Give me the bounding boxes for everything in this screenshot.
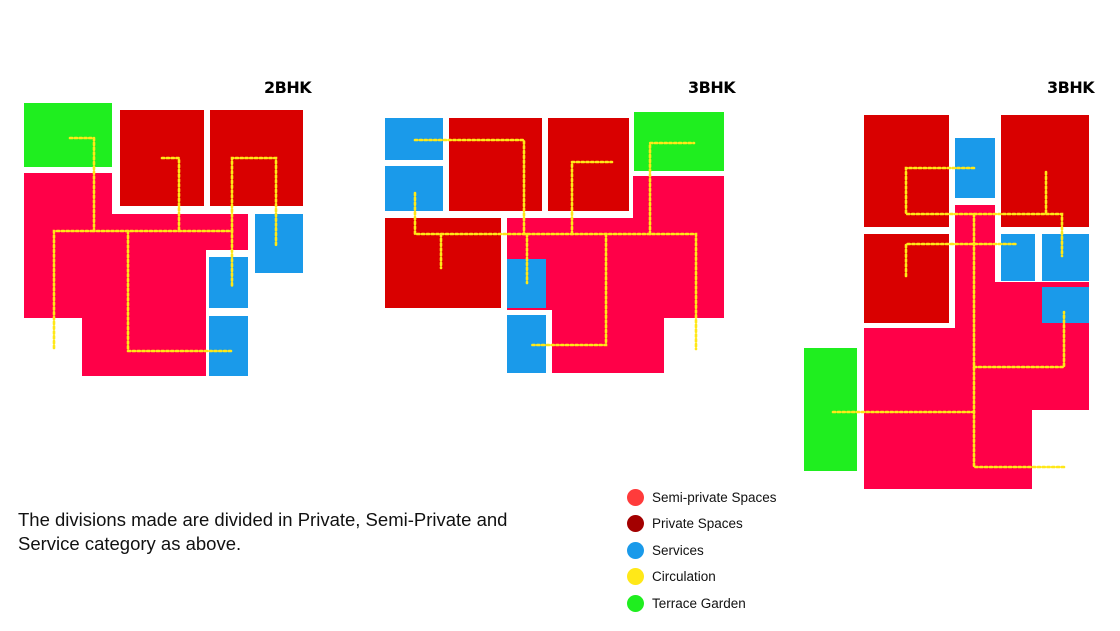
plan-3bhk-b <box>804 115 1089 489</box>
circulation-path <box>972 212 1066 469</box>
legend: Semi-private Spaces Private Spaces Servi… <box>627 484 777 617</box>
private-room <box>449 118 542 211</box>
semi-private-space <box>864 205 1089 489</box>
service-room <box>255 214 303 273</box>
plan-title-3bhk-a: 3BHK <box>688 78 736 97</box>
legend-swatch <box>627 594 644 612</box>
service-room <box>1001 234 1035 281</box>
terrace-garden <box>634 112 724 171</box>
legend-swatch <box>627 568 644 586</box>
legend-item-services: Services <box>627 537 777 564</box>
circulation-path <box>160 156 181 233</box>
circulation-path <box>126 229 234 353</box>
circulation-path <box>570 160 614 236</box>
semi-private-space <box>507 176 724 373</box>
circulation-path <box>972 310 1066 369</box>
circulation-path <box>230 156 278 248</box>
legend-swatch <box>627 488 644 506</box>
legend-label: Semi-private Spaces <box>652 489 777 505</box>
legend-item-semi-private: Semi-private Spaces <box>627 484 777 511</box>
plan-title-3bhk-b: 3BHK <box>1047 78 1095 97</box>
service-room <box>1042 287 1089 323</box>
circulation-path <box>52 229 96 350</box>
caption-text: The divisions made are divided in Privat… <box>18 509 508 554</box>
circulation-path <box>413 191 698 351</box>
legend-swatch <box>627 515 644 533</box>
circulation-path <box>904 166 1064 258</box>
terrace-garden <box>804 348 857 471</box>
legend-label: Services <box>652 542 704 558</box>
service-room <box>1042 234 1089 281</box>
service-room <box>385 118 443 160</box>
plan-title-2bhk: 2BHK <box>264 78 312 97</box>
private-room <box>548 118 629 211</box>
legend-swatch <box>627 541 644 559</box>
legend-item-circulation: Circulation <box>627 564 777 591</box>
legend-item-private: Private Spaces <box>627 511 777 538</box>
plan-2bhk <box>24 103 303 376</box>
private-room <box>385 218 501 308</box>
legend-label: Terrace Garden <box>652 595 746 611</box>
legend-item-terrace: Terrace Garden <box>627 590 777 617</box>
circulation-path <box>904 242 1018 278</box>
legend-label: Private Spaces <box>652 516 743 532</box>
service-room <box>209 257 248 308</box>
legend-label: Circulation <box>652 569 716 585</box>
terrace-garden <box>24 103 112 167</box>
plan-3bhk-a <box>385 112 724 373</box>
circulation-path <box>648 141 696 236</box>
semi-private-space <box>24 173 248 376</box>
circulation-path <box>530 232 608 347</box>
circulation-path <box>413 138 526 236</box>
service-room <box>209 316 248 376</box>
